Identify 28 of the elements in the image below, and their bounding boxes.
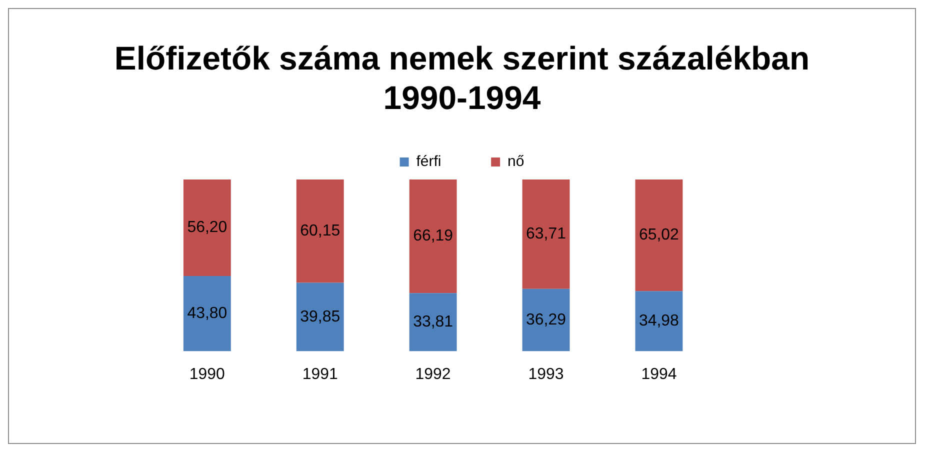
data-label: 60,15: [300, 222, 340, 240]
data-label: 36,29: [526, 311, 566, 328]
bar: [635, 291, 683, 352]
data-label: 34,98: [638, 312, 680, 330]
data-label: 66,19: [413, 228, 454, 245]
bar: [296, 179, 344, 283]
x-tick-label: 1994: [641, 366, 677, 384]
bar: [409, 293, 457, 352]
legend-label: férfi: [416, 153, 442, 170]
chart-title: Előfizetők száma nemek szerint százalékban 1990-1994: [114, 40, 810, 116]
data-label: 43,80: [187, 305, 228, 322]
bar: [183, 179, 231, 276]
x-tick-label: 1992: [415, 366, 451, 384]
bar: [409, 179, 457, 294]
data-label: 56,20: [187, 219, 228, 236]
data-label: 63,71: [526, 226, 566, 243]
x-tick-label: 1990: [189, 366, 226, 384]
data-label: 33,81: [413, 314, 454, 331]
bar: [522, 179, 570, 289]
bar: [522, 288, 570, 352]
x-tick-label: 1993: [528, 366, 564, 384]
bar: [296, 282, 344, 352]
data-label: 65,02: [638, 226, 680, 244]
data-label: 39,85: [300, 308, 340, 326]
legend-label: nő: [508, 153, 524, 170]
bar: [183, 276, 231, 352]
x-tick-label: 1991: [302, 366, 338, 384]
bar: [635, 179, 683, 292]
